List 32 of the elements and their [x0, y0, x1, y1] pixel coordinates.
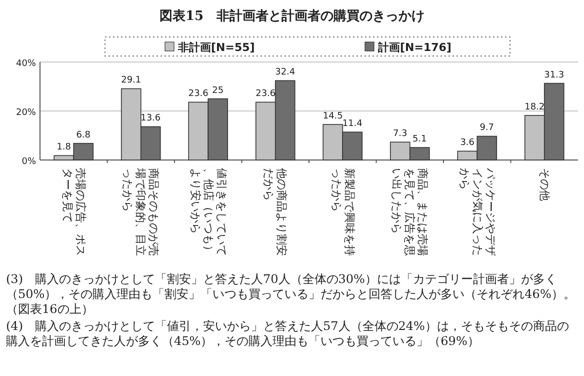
data-label: 18.2 [524, 102, 545, 112]
x-tick-label: 新製品で興味を持ったから [330, 168, 356, 258]
x-tick-label: 商品そのものが売場で印象的、目立ったから [121, 168, 160, 258]
data-label: 29.1 [121, 76, 142, 86]
data-label: 14.5 [322, 111, 343, 122]
y-tick-label: 0% [22, 157, 36, 167]
x-tick-label: パッケージやデザインが気に入ったから [458, 168, 497, 258]
data-label: 23.6 [256, 89, 276, 100]
data-label: 5.1 [412, 134, 427, 145]
x-tick-label: 商品、または売場を見て、広告を思い出したから [390, 168, 430, 258]
data-label: 31.3 [544, 70, 564, 80]
y-tick-label: 20% [16, 108, 36, 118]
x-tick-label: 他の商品より割安だから [262, 168, 288, 258]
x-tick-label: 値引きをしていて、他店（いつも）より安いから [188, 168, 228, 258]
data-label: 23.6 [188, 89, 209, 100]
data-label: 1.8 [56, 142, 72, 153]
y-tick-label: 40% [16, 59, 36, 69]
x-tick-label: その他 [538, 168, 551, 203]
x-tick-label: 売場の広告、ポスターを見て [60, 168, 87, 258]
data-label: 13.6 [140, 114, 161, 124]
text: (4) 購入のきっかけとして「値引，安いから」と答えた人57人（全体の24%）は，そもそもその商品の購入を計画してきた人が多く（45%），その購入理由も「いつも買っている」（69%） [6, 319, 570, 349]
data-label: 25 [212, 86, 224, 96]
data-label: 32.4 [275, 68, 296, 78]
text: (3) 購入のきっかけとして「割安」と答えた人70人（全体の30%）には「カテゴリー計画者」が多く（50%），その購入理由も「割安」「いつも買っている」だからと回答した人が多い（それぞれ46%）。（図表16の上） [6, 272, 576, 317]
data-label: 3.6 [460, 138, 475, 148]
data-label: 9.7 [480, 123, 494, 134]
legend-label: 非計画[N=55] [177, 41, 255, 54]
data-label: 11.4 [342, 119, 363, 130]
data-label: 7.3 [392, 129, 408, 140]
data-label: 6.8 [76, 130, 91, 140]
legend-label: 計画[N=176] [377, 41, 452, 54]
chart-title: 図表15 非計画者と計画者の購買のきっかけ [159, 8, 425, 24]
